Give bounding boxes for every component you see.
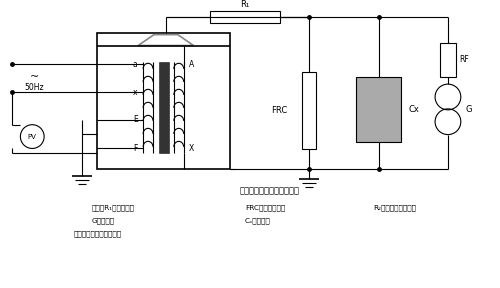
Bar	[356, 77, 401, 141]
Text: R₂一球间隙保护电阻: R₂一球间隙保护电阻	[374, 204, 416, 211]
Text: RF: RF	[459, 55, 468, 65]
Text: PV: PV	[28, 134, 36, 140]
Text: G一球间隙: G一球间隙	[92, 217, 115, 224]
Bar	[159, 62, 169, 154]
Text: A: A	[189, 60, 194, 69]
Bar	[96, 33, 230, 169]
Text: ~: ~	[30, 72, 39, 82]
Text: FRC: FRC	[272, 106, 287, 115]
Text: Cₓ一被试品: Cₓ一被试品	[245, 217, 271, 224]
Text: X: X	[189, 144, 194, 153]
Bar	[210, 11, 280, 23]
Text: a: a	[133, 60, 138, 69]
Bar	[302, 72, 316, 149]
Text: G: G	[466, 105, 472, 114]
Text: 注：高压尾必须可靠接地: 注：高压尾必须可靠接地	[74, 230, 122, 237]
Bar	[440, 43, 456, 77]
Text: x: x	[133, 88, 138, 96]
Text: 图中：R₁一限流电阻: 图中：R₁一限流电阻	[92, 204, 134, 211]
Text: FRC一阻容分压器: FRC一阻容分压器	[245, 204, 286, 211]
Text: F: F	[133, 144, 138, 153]
Text: E: E	[133, 115, 138, 124]
Text: 50Hz: 50Hz	[24, 83, 44, 92]
Text: Cx: Cx	[409, 105, 420, 114]
Text: R₁: R₁	[240, 1, 250, 10]
Text: 被试品工频耐压试验接线图: 被试品工频耐压试验接线图	[240, 187, 300, 196]
